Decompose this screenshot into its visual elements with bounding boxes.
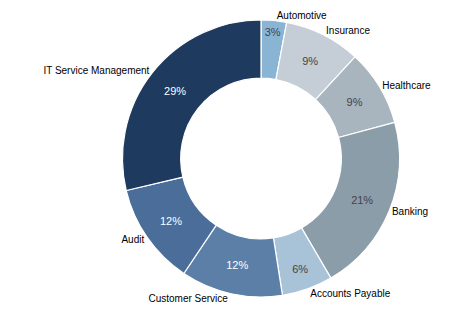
svg-text:Healthcare: Healthcare xyxy=(382,80,431,91)
svg-text:21%: 21% xyxy=(351,194,373,206)
svg-text:Audit: Audit xyxy=(121,234,144,245)
svg-text:12%: 12% xyxy=(160,215,182,227)
svg-text:29%: 29% xyxy=(164,85,186,97)
svg-text:3%: 3% xyxy=(265,26,281,38)
svg-text:Automotive: Automotive xyxy=(277,10,327,21)
svg-text:IT Service Management: IT Service Management xyxy=(43,65,149,76)
svg-text:9%: 9% xyxy=(302,55,318,67)
svg-text:12%: 12% xyxy=(226,259,248,271)
svg-text:9%: 9% xyxy=(347,96,363,108)
svg-text:Customer Service: Customer Service xyxy=(148,293,228,304)
svg-text:Insurance: Insurance xyxy=(326,25,370,36)
svg-text:6%: 6% xyxy=(292,263,308,275)
svg-text:Accounts Payable: Accounts Payable xyxy=(310,288,390,299)
svg-text:Banking: Banking xyxy=(392,206,428,217)
